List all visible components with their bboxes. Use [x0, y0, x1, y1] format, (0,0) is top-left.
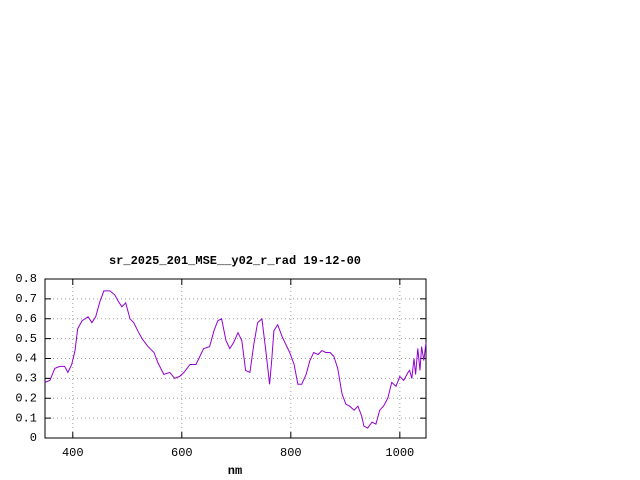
x-tick-label: 400 — [62, 446, 84, 460]
plot-border — [44, 278, 427, 439]
x-tick-label: 600 — [171, 446, 193, 460]
y-tick-label: 0.2 — [15, 391, 37, 405]
x-tick-label: 1000 — [385, 446, 414, 460]
y-tick-label: 0.8 — [15, 272, 37, 286]
y-tick-label: 0.1 — [15, 411, 37, 425]
chart-title: sr_2025_201_MSE__y02_r_rad 19-12-00 — [109, 254, 361, 268]
y-tick-label: 0.3 — [15, 372, 37, 386]
x-tick-label: 800 — [280, 446, 302, 460]
x-axis-label: nm — [228, 464, 242, 478]
y-tick-label: 0.6 — [15, 312, 37, 326]
y-tick-label: 0.5 — [15, 332, 37, 346]
data-line — [44, 290, 427, 429]
y-tick-label: 0.7 — [15, 292, 37, 306]
y-tick-label: 0 — [30, 431, 37, 445]
y-tick-label: 0.4 — [15, 352, 37, 366]
